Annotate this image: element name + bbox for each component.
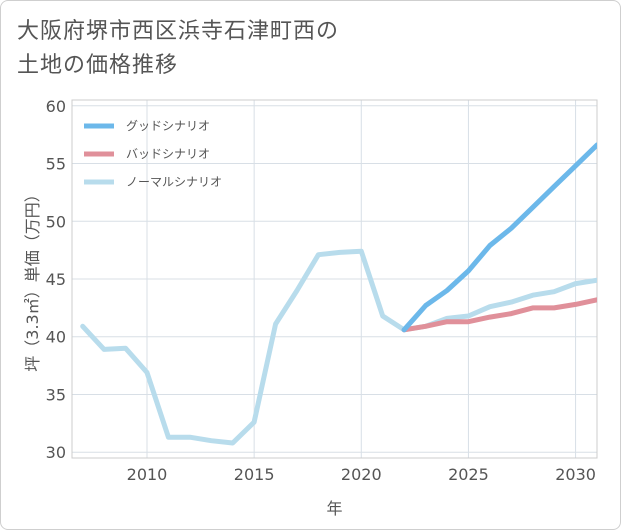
y-tick-label: 50 (46, 212, 66, 231)
grid-lines (72, 100, 597, 458)
y-tick-label: 30 (46, 443, 66, 462)
y-axis-label: 坪（3.3㎡）単価（万円） (23, 186, 42, 371)
x-axis-label: 年 (326, 499, 342, 518)
x-tick-label: 2010 (127, 465, 168, 484)
legend-label-0: グッドシナリオ (126, 119, 210, 133)
chart-title-line-2: 土地の価格推移 (17, 53, 179, 78)
series-line-1 (401, 297, 597, 333)
series-line-2 (80, 248, 597, 446)
y-tick-label: 35 (46, 385, 66, 404)
y-tick-label: 55 (46, 155, 66, 174)
y-tick-label: 60 (46, 97, 66, 116)
chart-title-line-1: 大阪府堺市西区浜寺石津町西の (17, 19, 340, 44)
series-lines (80, 142, 597, 446)
y-tick-label: 45 (46, 270, 66, 289)
x-tick-label: 2025 (448, 465, 489, 484)
x-tick-labels: 2010 2015 2020 2025 2030 (127, 465, 596, 484)
x-tick-label: 2030 (555, 465, 596, 484)
x-tick-label: 2015 (234, 465, 275, 484)
y-tick-label: 40 (46, 328, 66, 347)
chart-title: 大阪府堺市西区浜寺石津町西の 土地の価格推移 (17, 15, 339, 83)
series-line-0 (401, 142, 597, 333)
legend-label-1: バッドシナリオ (126, 147, 210, 161)
y-tick-labels: 30 35 40 45 50 55 60 (46, 97, 66, 462)
x-tick-label: 2020 (341, 465, 382, 484)
legend-label-2: ノーマルシナリオ (126, 175, 222, 189)
